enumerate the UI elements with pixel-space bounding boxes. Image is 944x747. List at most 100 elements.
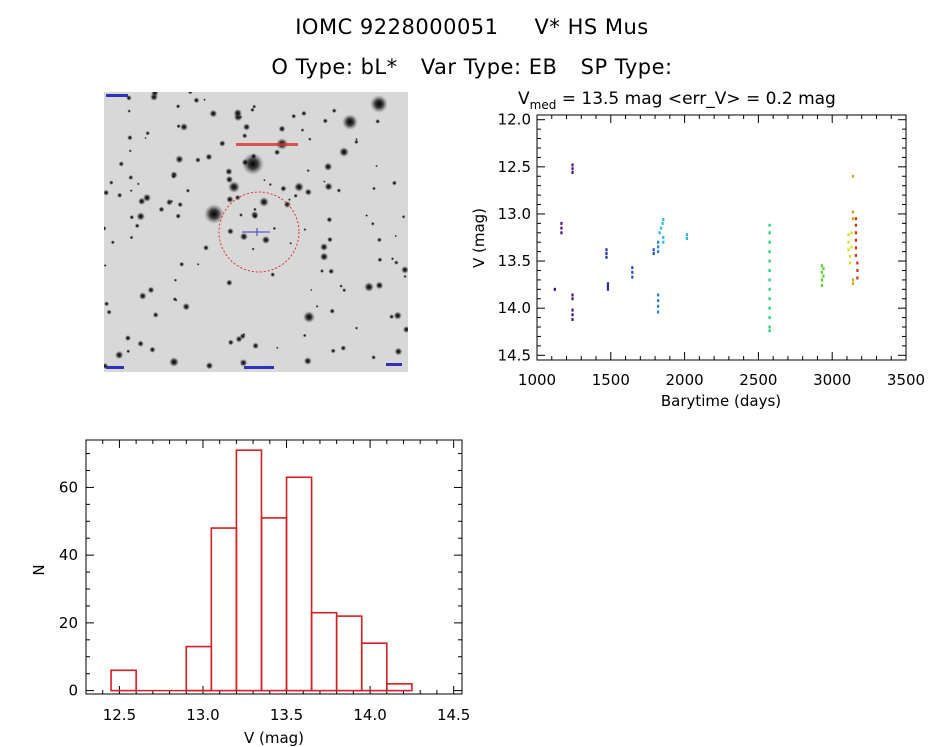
title-sub: med [530,98,557,112]
star [340,345,347,351]
data-point [768,223,771,227]
data-point [851,278,855,282]
star [104,264,107,267]
star [288,198,291,202]
data-point [657,250,660,254]
data-point [571,163,574,167]
star [252,104,257,109]
histogram-ticks: 12.5 13.0 13.5 14.0 14.5 0 20 40 60 [59,440,470,724]
star [242,133,248,139]
histogram-bar [235,449,263,692]
star [195,157,201,163]
star [339,147,349,157]
star [370,221,375,226]
data-point [571,317,574,321]
finder-chart-image [104,92,408,372]
star [319,252,329,261]
data-point [652,248,655,252]
var-type-label: Var Type: [420,55,522,79]
data-point [553,287,556,291]
star [226,279,233,286]
y-tick-label: 60 [59,478,78,496]
star [280,185,287,192]
data-point [854,253,858,257]
data-point [631,275,634,279]
star [308,137,312,141]
object-title-line: IOMC 9228000051 V* HS Mus [0,15,944,39]
star [239,358,248,367]
x-tick-label: 3000 [813,371,851,389]
data-point [851,174,855,178]
star [375,281,384,290]
star [375,118,381,124]
x-tick-label: 12.5 [103,706,136,724]
star [180,123,188,131]
star [124,335,131,342]
data-point [854,217,858,221]
star [117,192,123,198]
x-tick-label: 13.0 [186,706,219,724]
finder-label-bottom-mid [244,366,274,369]
star [330,348,336,354]
target-circle [218,191,300,273]
light-curve-ticks: 1000 1500 2000 2500 3000 3500 12.0 12.5 13.0 13.5… [498,111,926,389]
histogram-bar [210,527,238,692]
star [272,226,277,231]
x-tick-label: 14.5 [437,706,470,724]
data-point [571,313,574,317]
star [323,162,333,171]
y-tick-label: 0 [68,682,78,700]
data-point [768,329,771,333]
star [393,311,402,320]
star [291,113,297,119]
star [336,188,342,193]
data-point [851,282,855,286]
star [303,228,307,232]
light-curve-frame [536,114,907,361]
star [182,302,191,311]
star [227,339,234,346]
var-type-value: EB [528,55,558,79]
star [320,243,328,251]
y-tick-label: 13.0 [498,205,531,223]
star [261,235,271,245]
data-point [768,287,771,291]
star [138,292,147,300]
histogram-bars [110,449,413,692]
x-tick-label: 3500 [887,371,925,389]
star [173,278,178,282]
data-point [658,231,661,235]
data-point [662,240,665,244]
data-point [768,268,771,272]
star [278,125,286,133]
y-tick-label: 13.5 [498,252,531,270]
star [175,104,181,109]
star [250,153,257,160]
histogram-bar [285,476,313,692]
data-point [768,297,771,301]
star [169,357,179,367]
star [327,236,333,243]
data-point [631,270,634,274]
y-tick-label: 14.5 [498,346,531,364]
star [134,223,140,229]
star [324,182,333,191]
star [370,95,388,113]
light-curve-ylabel: V (mag) [470,208,488,268]
star [136,212,145,221]
star [251,247,255,251]
star [250,107,255,113]
data-point [657,310,660,314]
y-tick-label: 14.0 [498,299,531,317]
y-tick-label: 12.5 [498,158,531,176]
star [176,124,181,129]
star [241,158,249,167]
x-tick-label: 2500 [739,371,777,389]
star [171,174,176,179]
star [339,284,343,288]
star [354,139,359,145]
data-point [606,287,610,291]
data-point [856,261,859,265]
star [203,244,209,251]
star [172,297,177,302]
